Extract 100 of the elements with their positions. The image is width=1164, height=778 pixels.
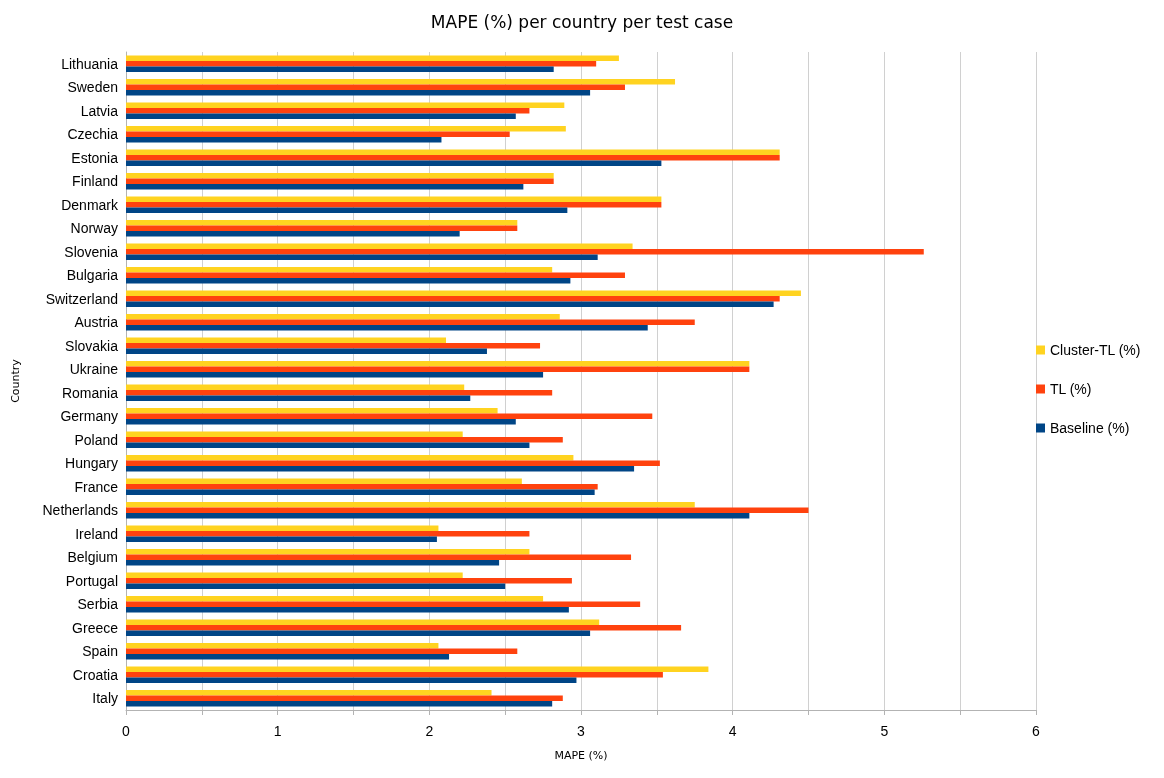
y-tick-label: Poland	[74, 431, 118, 448]
y-tick-label: Norway	[70, 220, 118, 237]
bar	[126, 149, 780, 156]
bar	[126, 484, 598, 490]
bar	[126, 131, 510, 137]
bar	[126, 695, 563, 701]
y-axis-title: Country	[9, 358, 22, 403]
bar	[126, 66, 554, 72]
y-tick-label: Serbia	[77, 596, 119, 613]
bar	[126, 277, 571, 284]
bar	[126, 202, 662, 208]
y-tick-label: Belgium	[67, 549, 118, 566]
x-tick-label: 1	[273, 723, 282, 739]
bar	[126, 455, 574, 461]
bar	[126, 413, 653, 419]
bar	[126, 361, 750, 367]
bar	[126, 89, 591, 96]
bar	[126, 319, 695, 325]
bar	[126, 183, 524, 190]
y-tick-label: Ukraine	[69, 361, 119, 378]
bar	[126, 102, 565, 109]
bar	[126, 155, 780, 161]
bar	[126, 606, 569, 613]
bar	[126, 160, 662, 166]
y-tick-label: Croatia	[72, 666, 119, 683]
bar	[126, 502, 695, 508]
bar	[126, 512, 750, 519]
bar	[126, 583, 506, 589]
y-tick-label: Hungary	[65, 455, 118, 472]
bar	[126, 653, 450, 660]
x-tick-label: 5	[880, 723, 889, 739]
bar	[126, 301, 774, 307]
x-tick-label: 2	[425, 723, 434, 739]
bar	[126, 489, 595, 495]
y-tick-label: Portugal	[65, 572, 118, 589]
bar	[126, 207, 568, 213]
bar	[126, 126, 566, 132]
bar	[126, 601, 641, 607]
x-tick-label: 4	[728, 723, 737, 739]
bar	[126, 79, 676, 85]
x-tick-label: 6	[1032, 723, 1041, 739]
bar	[126, 55, 619, 62]
bar	[126, 648, 518, 654]
bar	[126, 296, 780, 302]
legend-label: Baseline (%)	[1049, 420, 1130, 436]
bar	[126, 230, 460, 237]
bar	[126, 371, 544, 378]
bar	[126, 225, 518, 231]
y-tick-label: Greece	[72, 619, 119, 636]
y-tick-label: Netherlands	[42, 502, 118, 519]
y-tick-label: Italy	[92, 690, 118, 707]
bar	[126, 478, 522, 485]
bar	[126, 559, 500, 566]
bar	[126, 290, 801, 297]
bar	[126, 136, 442, 143]
bar	[126, 507, 809, 513]
bar	[126, 619, 600, 626]
x-tick-label: 0	[122, 723, 131, 739]
bar	[126, 84, 625, 90]
bar	[126, 572, 463, 579]
bar	[126, 324, 648, 331]
bar	[126, 173, 554, 179]
bar	[126, 677, 577, 683]
bar	[126, 243, 633, 250]
bar	[126, 625, 682, 631]
y-tick-label: Switzerland	[45, 290, 118, 307]
bar	[126, 431, 463, 438]
bar	[126, 672, 663, 678]
bar	[126, 348, 487, 354]
bar	[126, 390, 553, 396]
bar	[126, 531, 530, 537]
x-axis-title: MAPE (%)	[554, 749, 608, 762]
bar	[126, 690, 492, 696]
y-tick-label: Denmark	[61, 196, 119, 213]
y-tick-label: Czechia	[67, 126, 119, 143]
y-tick-label: Latvia	[80, 102, 119, 119]
bar	[126, 666, 709, 673]
x-tick-label: 3	[577, 723, 586, 739]
y-tick-label: Austria	[74, 314, 119, 331]
y-tick-label: Ireland	[75, 525, 118, 542]
y-tick-label: Finland	[72, 173, 118, 190]
y-tick-label: Lithuania	[61, 55, 119, 72]
y-tick-label: Romania	[61, 384, 119, 401]
y-tick-label: Bulgaria	[66, 267, 119, 284]
bar	[126, 525, 439, 532]
bar	[126, 113, 516, 119]
bar	[126, 465, 635, 472]
bar	[126, 196, 662, 203]
bar	[126, 337, 447, 344]
chart-title: MAPE (%) per country per test case	[430, 11, 734, 32]
bar	[126, 61, 597, 67]
y-tick-label: Spain	[82, 643, 118, 660]
bar	[126, 178, 554, 184]
bar	[126, 272, 625, 278]
bar	[126, 249, 924, 255]
bar	[126, 643, 439, 649]
bar	[126, 384, 465, 391]
bar	[126, 536, 437, 542]
bar	[126, 395, 471, 401]
y-tick-label: France	[74, 478, 119, 495]
